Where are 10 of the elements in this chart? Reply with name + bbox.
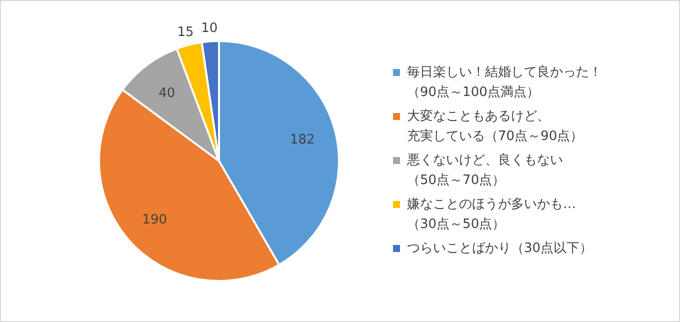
legend-label: 大変なこともあるけど、充実している（70点～90点）	[407, 108, 584, 146]
data-label: 10	[201, 20, 218, 36]
legend-label: 毎日楽しい！結婚して良かった！（90点～100点満点）	[407, 64, 602, 102]
legend-label: 嫌なことのほうが多いかも…（30点～50点）	[407, 196, 576, 234]
data-label: 190	[142, 212, 168, 228]
data-label: 15	[177, 24, 194, 40]
legend-label: つらいことばかり（30点以下）	[407, 240, 593, 258]
data-label: 182	[290, 132, 315, 148]
legend-label: 悪くないけど、良くもない（50点～70点）	[407, 152, 563, 190]
data-label: 40	[158, 86, 176, 102]
